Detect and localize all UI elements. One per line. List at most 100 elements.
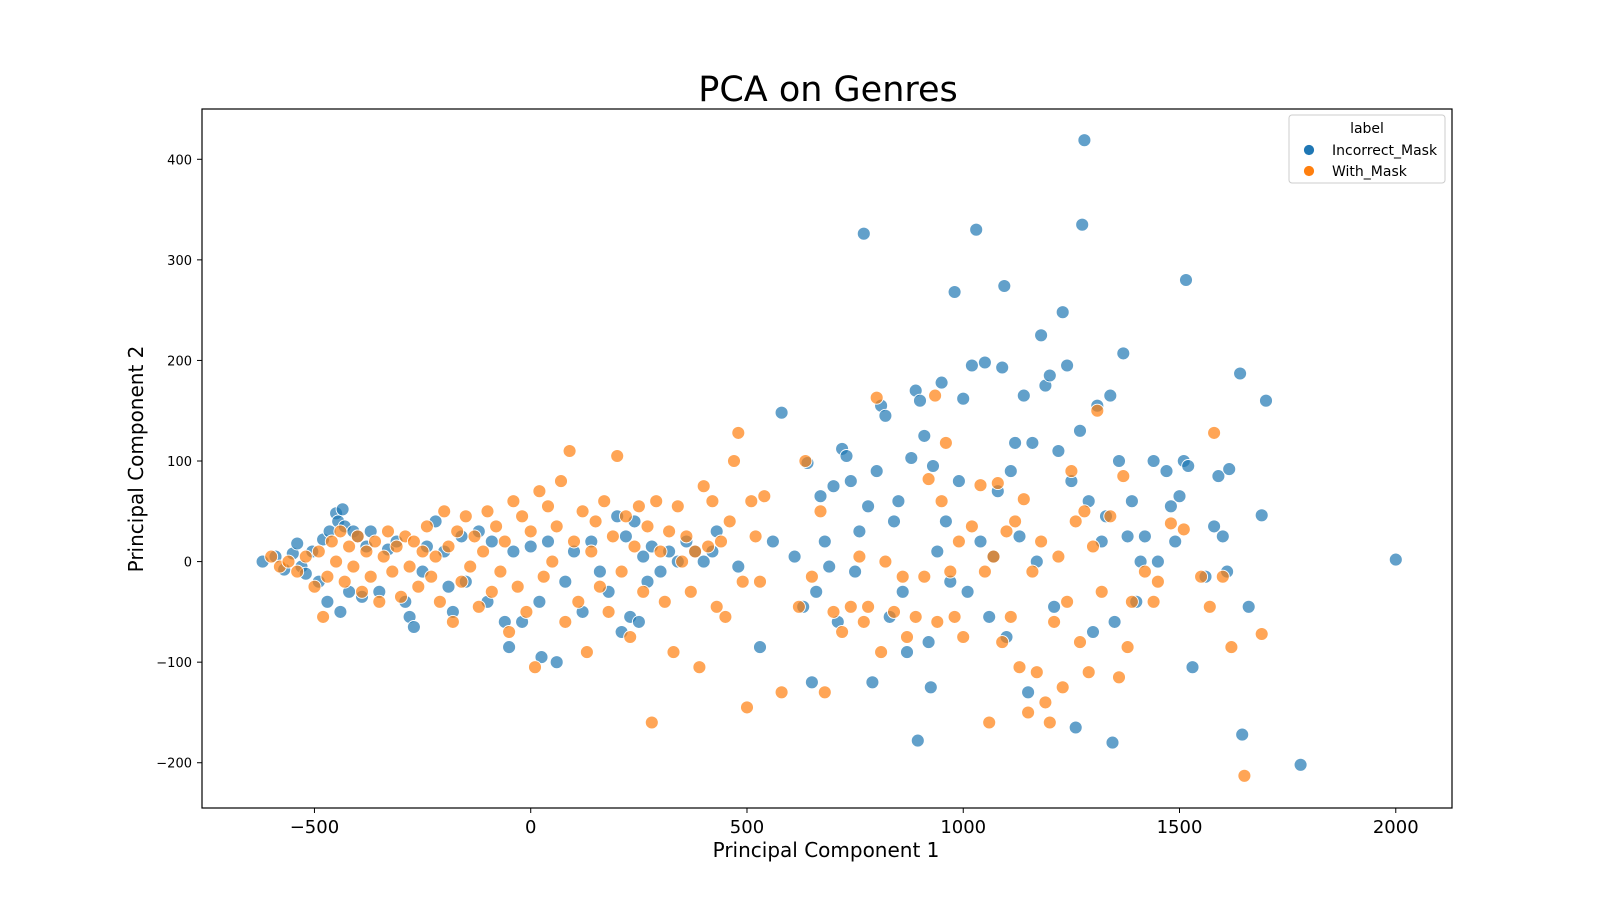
y-tick-label-5: 300 [167,254,192,269]
point-With_Mask-141 [977,564,992,579]
point-Incorrect_Mask-46 [534,650,549,665]
point-With_Mask-119 [852,549,867,564]
point-Incorrect_Mask-100 [895,584,910,599]
point-With_Mask-164 [1077,504,1092,519]
point-With_Mask-160 [1060,594,1075,609]
point-Incorrect_Mask-14 [333,604,348,619]
point-With_Mask-165 [1081,665,1096,680]
point-With_Mask-51 [506,494,521,509]
point-Incorrect_Mask-158 [1124,494,1139,509]
legend-entries: Incorrect_Mask With_Mask [1303,143,1438,180]
point-Incorrect_Mask-121 [977,355,992,370]
point-Incorrect_Mask-132 [1021,685,1036,700]
point-With_Mask-86 [657,594,672,609]
point-Incorrect_Mask-82 [817,534,832,549]
point-With_Mask-101 [722,514,737,529]
point-With_Mask-144 [990,476,1005,491]
point-Incorrect_Mask-4 [290,536,305,551]
point-Incorrect_Mask-79 [804,675,819,690]
point-Incorrect_Mask-105 [913,393,927,408]
point-Incorrect_Mask-174 [1211,469,1226,484]
legend-title: label [1350,121,1384,137]
point-Incorrect_Mask-130 [1012,529,1027,544]
point-With_Mask-108 [753,574,767,589]
point-With_Mask-85 [653,544,668,559]
point-Incorrect_Mask-122 [982,609,997,624]
point-With_Mask-66 [571,594,586,609]
point-Incorrect_Mask-171 [1185,660,1200,675]
point-With_Mask-150 [1016,492,1031,507]
point-Incorrect_Mask-98 [887,514,901,529]
point-With_Mask-136 [947,609,962,624]
point-With_Mask-61 [549,519,564,534]
plot-frame [201,108,1453,809]
point-With_Mask-11 [333,524,348,539]
point-With_Mask-24 [389,539,404,554]
point-With_Mask-177 [1163,516,1178,531]
point-With_Mask-41 [463,559,478,574]
legend: label Incorrect_Mask With_Mask [1288,114,1446,184]
point-Incorrect_Mask-126 [997,279,1012,293]
point-With_Mask-89 [670,499,685,514]
x-axis-label: Principal Component 1 [713,838,940,862]
point-With_Mask-179 [1194,569,1209,584]
point-With_Mask-4 [298,549,313,564]
point-Incorrect_Mask-99 [891,494,906,509]
point-With_Mask-55 [523,524,538,539]
point-With_Mask-15 [350,529,365,544]
y-tick-label-1: −100 [156,656,192,671]
point-Incorrect_Mask-115 [951,474,966,489]
point-Incorrect_Mask-92 [861,499,876,514]
point-With_Mask-91 [679,529,694,544]
x-tick-label-1: 0 [525,817,536,838]
point-With_Mask-77 [618,509,633,524]
point-Incorrect_Mask-133 [1025,435,1040,450]
point-With_Mask-10 [329,554,344,569]
legend-marker-With_Mask [1303,165,1315,177]
point-With_Mask-39 [454,574,469,589]
point-With_Mask-172 [1120,640,1135,655]
series-Incorrect_Mask [255,133,1403,772]
point-With_Mask-180 [1202,599,1217,614]
x-tick-label-3: 1000 [940,817,986,838]
point-With_Mask-60 [545,554,560,569]
legend-label-Incorrect_Mask: Incorrect_Mask [1332,143,1438,159]
point-With_Mask-175 [1146,594,1161,609]
point-With_Mask-169 [1103,509,1118,524]
y-tick-label-3: 100 [167,455,192,470]
point-Incorrect_Mask-41 [502,640,517,655]
point-Incorrect_Mask-181 [1254,508,1269,523]
point-With_Mask-27 [402,559,417,574]
point-With_Mask-102 [727,454,741,468]
point-With_Mask-65 [567,534,581,549]
y-tick-label-6: 400 [167,153,192,168]
point-With_Mask-28 [406,534,421,549]
point-With_Mask-173 [1124,594,1139,609]
point-Incorrect_Mask-129 [1008,435,1023,450]
point-With_Mask-138 [956,630,971,644]
point-Incorrect_Mask-93 [865,675,880,690]
point-Incorrect_Mask-48 [549,655,564,670]
point-Incorrect_Mask-15 [335,502,350,517]
point-With_Mask-17 [359,544,374,559]
point-With_Mask-158 [1051,549,1066,564]
point-With_Mask-43 [471,599,486,614]
point-With_Mask-95 [696,479,711,494]
point-With_Mask-185 [1254,627,1269,641]
point-Incorrect_Mask-161 [1137,529,1152,544]
point-Incorrect_Mask-164 [1159,464,1174,479]
point-With_Mask-90 [675,554,690,569]
point-With_Mask-47 [489,519,504,534]
point-Incorrect_Mask-156 [1116,346,1131,361]
point-With_Mask-149 [1012,660,1027,675]
legend-marker-Incorrect_Mask [1303,144,1315,156]
point-With_Mask-152 [1025,564,1040,579]
point-Incorrect_Mask-177 [1222,462,1237,477]
point-With_Mask-153 [1029,665,1044,680]
point-With_Mask-40 [458,509,473,524]
point-Incorrect_Mask-74 [765,534,780,549]
point-Incorrect_Mask-140 [1055,305,1070,320]
point-With_Mask-148 [1008,514,1023,529]
point-Incorrect_Mask-128 [1003,464,1018,479]
point-Incorrect_Mask-163 [1150,554,1165,569]
